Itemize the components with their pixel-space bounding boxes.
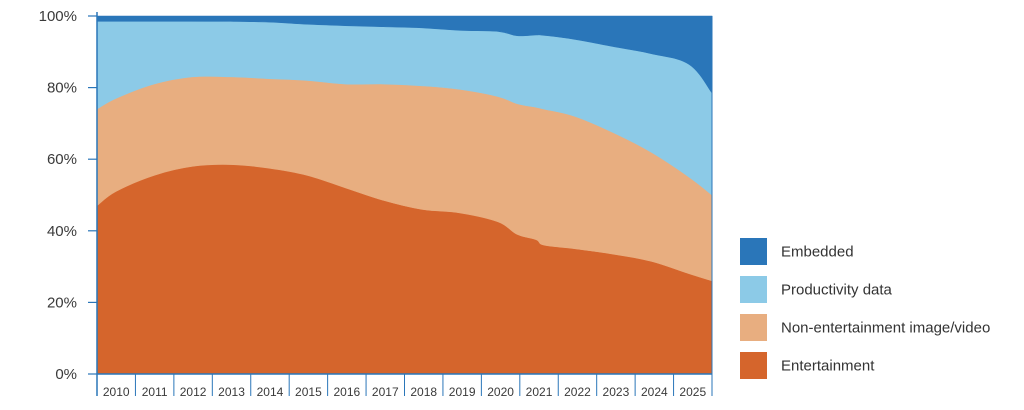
x-axis-tick-labels: 2010 2011 2012 2013 2014 2015 2016 2017 2018 2019… (103, 374, 706, 399)
legend-label-embedded: Embedded (781, 244, 854, 261)
area-series-layer (96, 15, 713, 375)
legend-swatch-embedded (740, 238, 767, 265)
x-tick-label: 2012 (180, 385, 207, 399)
y-tick-label: 40% (47, 223, 77, 240)
x-tick-label: 2025 (679, 385, 706, 399)
x-tick-label: 2010 (103, 385, 130, 399)
x-tick-label: 2019 (449, 385, 476, 399)
x-tick-label: 2020 (487, 385, 514, 399)
x-tick-label: 2017 (372, 385, 399, 399)
x-tick-label: 2018 (410, 385, 437, 399)
y-tick-label: 0% (55, 366, 77, 383)
legend-label-productivity-data: Productivity data (781, 282, 893, 299)
legend-swatch-productivity-data (740, 276, 767, 303)
y-tick-label: 80% (47, 80, 77, 97)
legend-swatch-non-entertainment-image-video (740, 314, 767, 341)
x-tick-label: 2011 (142, 385, 168, 399)
x-tick-label: 2015 (295, 385, 322, 399)
y-tick-label: 20% (47, 294, 77, 311)
x-tick-label: 2023 (603, 385, 630, 399)
y-tick-label: 100% (39, 8, 77, 25)
x-tick-label: 2014 (257, 385, 284, 399)
y-axis-tick-labels: 0% 20% 40% 60% 80% 100% (39, 8, 97, 383)
legend-label-entertainment: Entertainment (781, 358, 875, 375)
x-tick-label: 2013 (218, 385, 245, 399)
x-tick-label: 2016 (333, 385, 360, 399)
legend-label-non-entertainment-image-video: Non-entertainment image/video (781, 320, 990, 337)
x-tick-label: 2022 (564, 385, 591, 399)
x-tick-label: 2021 (526, 385, 553, 399)
legend-swatch-entertainment (740, 352, 767, 379)
legend: Embedded Productivity data Non-entertainme… (740, 238, 990, 379)
y-tick-label: 60% (47, 151, 77, 168)
x-tick-label: 2024 (641, 385, 668, 399)
